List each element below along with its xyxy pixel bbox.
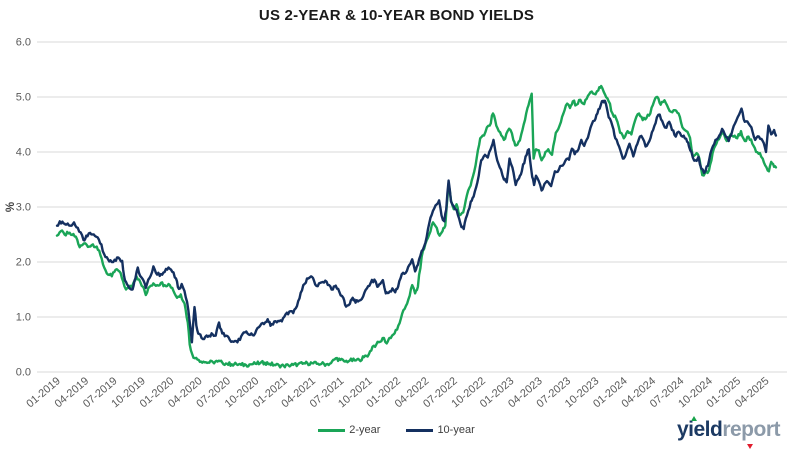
legend-label-2-year: 2-year (349, 424, 381, 436)
brand-logo: yieldreport (676, 416, 780, 449)
brand-logo-yield: yield (676, 418, 723, 441)
legend-swatch-2-year (318, 428, 346, 432)
series-line-10-year (55, 99, 778, 344)
brand-logo-report: report (722, 418, 780, 441)
chart-title: US 2-YEAR & 10-YEAR BOND YIELDS (258, 7, 535, 24)
legend-swatch-10-year (406, 428, 434, 432)
y-tick-label: 1.0 (16, 312, 31, 324)
y-tick-label: 4.0 (16, 147, 31, 159)
legend-item-2-year: 2-year (318, 424, 380, 436)
y-axis-label: % (5, 202, 17, 212)
chart-canvas: 6.05.04.03.02.01.00.0%01-201904-201907-2… (5, 37, 787, 410)
logo-down-triangle-icon (746, 444, 753, 449)
y-tick-label: 0.0 (16, 367, 31, 379)
legend-item-10-year: 10-year (406, 424, 475, 436)
logo-up-triangle-icon (690, 416, 697, 421)
y-tick-label: 2.0 (16, 257, 31, 269)
legend-label-10-year: 10-year (437, 424, 475, 436)
series-line-2-year (55, 84, 778, 369)
y-tick-label: 6.0 (16, 37, 31, 49)
y-tick-label: 5.0 (16, 92, 31, 104)
y-tick-label: 3.0 (16, 202, 31, 214)
legend: 2-year 10-year (0, 424, 793, 436)
